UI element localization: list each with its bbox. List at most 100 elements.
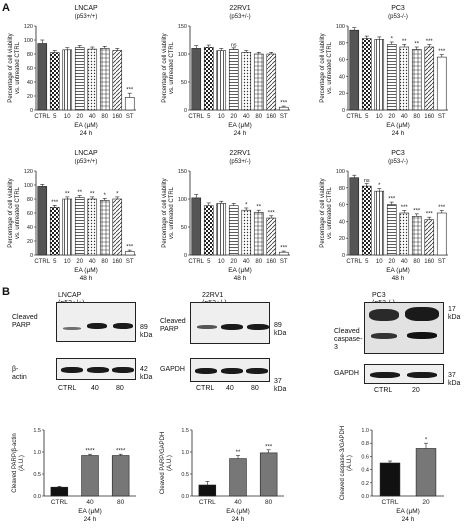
chart2-bar	[361, 38, 372, 111]
blot-lncap-lane-ctrl: CTRL	[58, 385, 77, 392]
chart5-xtick-label: ST	[438, 259, 446, 265]
chart1-xtick-label: 5	[207, 114, 211, 120]
band-pc3-caspase-ctrl-upper	[369, 309, 399, 321]
blot-pc3-row1-label: Cleaved caspase-3	[334, 328, 363, 351]
chart7-ytick-label: 1.0	[181, 450, 189, 456]
blot-22rv1-row2-kda: 37 kDa	[274, 378, 287, 393]
chart3-significance: ***	[51, 200, 59, 206]
band-pc3-gapdh-ctrl	[370, 372, 400, 378]
blot-22rv1-row1-label: Cleaved PARP	[160, 318, 186, 333]
chart0-bar	[37, 43, 48, 111]
blot-lncap-lane-80: 80	[116, 385, 124, 392]
blot-lncap-parp	[56, 302, 136, 342]
chart8-xlabel: EA (μM)	[396, 508, 420, 515]
chart3-ytick-label: 100	[24, 183, 33, 189]
band-pc3-gapdh-20	[407, 372, 437, 378]
chart3-bar	[37, 186, 48, 256]
chart7-ylabel-line2: (A.U.)	[167, 455, 173, 471]
blot-22rv1-gapdh	[190, 358, 270, 382]
chart1-bar	[191, 48, 202, 111]
chart3-significance: **	[77, 190, 82, 196]
chart1-xlabel: EA (μM)	[228, 122, 252, 129]
chart5-xtick-label: CTRL	[346, 259, 362, 265]
chart1-ylabel-line1: Percentage of cell viability	[162, 33, 168, 102]
chart3-xtick-label: 80	[101, 259, 108, 265]
chart4-time-label: 48 h	[234, 275, 247, 282]
chart3-significance: ***	[126, 245, 134, 251]
blot-lncap-row2-label: β-actin	[12, 366, 27, 381]
chart7-bar	[229, 458, 247, 497]
band-lncap-parp-80	[113, 323, 133, 329]
chart3-significance: **	[90, 191, 95, 197]
chart5-ytick-label: 0	[342, 253, 345, 259]
chart7-ytick-label: 0.5	[181, 472, 189, 478]
chart4-significance: ***	[268, 210, 276, 216]
chart0-ytick-label: 40	[27, 80, 33, 86]
chart7-xtick-label: 40	[234, 499, 242, 506]
chart5-ytick-label: 100	[336, 169, 345, 175]
chart0-xtick-label: 10	[64, 114, 71, 120]
chart2-ytick-label: 20	[339, 91, 345, 97]
chart4-ytick-label: 100	[178, 197, 187, 203]
chart6-significance: ****	[85, 449, 95, 455]
chart2-bar	[424, 46, 435, 111]
chart1-significance: ns	[231, 42, 237, 48]
chart3-subtitle: (p53+/+)	[75, 159, 98, 165]
chart0-bar	[87, 48, 98, 111]
chart5-significance: ***	[401, 205, 409, 211]
chart3-xtick-label: 10	[64, 259, 71, 265]
chart2-ytick-label: 100	[336, 24, 345, 30]
chart4-ylabel-line2: vs. untreated CTRL	[169, 186, 175, 239]
blot-pc3-lane-ctrl: CTRL	[374, 387, 393, 394]
chart5-xtick-label: 20	[388, 259, 395, 265]
chart0-xtick-label: 20	[76, 114, 83, 120]
blot-pc3-lane-20: 20	[412, 387, 420, 394]
blot-pc3-gapdh	[364, 364, 444, 384]
chart0-bar	[74, 47, 85, 111]
chart0-ylabel-line1: Percentage of cell viability	[8, 33, 14, 102]
chart8-significance: *	[425, 438, 428, 444]
band-22rv1-gapdh-40	[221, 368, 243, 374]
chart0-bar	[124, 97, 135, 111]
chart6-ylabel-line1: Cleaved PARP/β-actin	[12, 433, 18, 492]
blot-lncap-row1-kda: 89 kDa	[140, 324, 153, 339]
chart1-xtick-label: CTRL	[188, 114, 204, 120]
chart3-ytick-label: 120	[24, 169, 33, 175]
chart3-bar	[74, 197, 85, 256]
chart2-significance: ***	[426, 39, 434, 45]
chart6-xtick-label: 40	[86, 499, 94, 506]
blot-pc3-caspase	[364, 302, 444, 354]
chart8-ytick-label: 0.0	[361, 494, 369, 500]
chart2-title: PC3	[391, 5, 405, 12]
blot-pc3-row1-kda: 17 kDa	[448, 306, 461, 321]
chart4-ylabel-line1: Percentage of cell viability	[162, 178, 168, 247]
band-lncap-actin-40	[87, 367, 109, 373]
chart7-bar	[259, 452, 278, 497]
chart1-xtick-label: 80	[255, 114, 262, 120]
chart2-significance: **	[402, 39, 407, 45]
chart1-bar	[203, 46, 214, 111]
chart2-ytick-label: 60	[339, 58, 345, 64]
blot-lncap-actin	[56, 358, 136, 380]
chart2-xtick-label: 10	[376, 114, 383, 120]
chart1-title: 22RV1	[229, 5, 250, 12]
band-22rv1-gapdh-ctrl	[195, 368, 217, 374]
chart6-xlabel: EA (μM)	[78, 508, 102, 515]
panel-b-letter: B	[2, 286, 10, 298]
chart6-ytick-label: 0.0	[33, 494, 41, 500]
chart3-xtick-label: CTRL	[34, 259, 50, 265]
chart0-ytick-label: 100	[24, 38, 33, 44]
chart0-significance: ***	[126, 88, 134, 94]
chart5-significance: ***	[426, 212, 434, 218]
band-lncap-parp-40	[87, 323, 107, 329]
chart0-xlabel: EA (μM)	[74, 122, 98, 129]
chart5-significance: ns	[364, 178, 370, 184]
chart2-significance: *	[391, 36, 394, 42]
chart4-xtick-label: ST	[280, 259, 288, 265]
chart4-ytick-label: 0	[184, 253, 187, 259]
chart4-xtick-label: 10	[218, 259, 225, 265]
chart1-bar	[278, 106, 289, 111]
chart7-bar	[198, 484, 217, 497]
chart0-ytick-label: 20	[27, 94, 33, 100]
chart8-ytick-label: 0.4	[361, 468, 369, 474]
